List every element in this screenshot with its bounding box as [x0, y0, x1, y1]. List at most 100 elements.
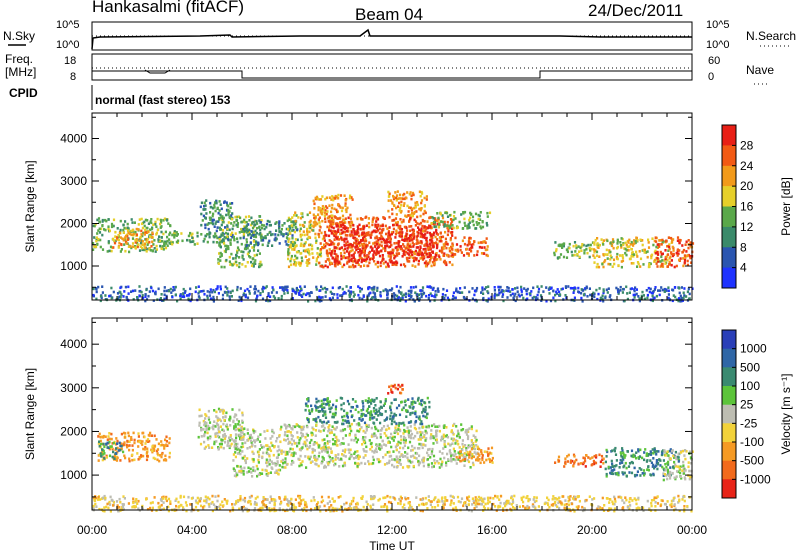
velocity-cell: [257, 461, 260, 464]
power-region: [387, 190, 428, 218]
power-cell: [261, 287, 264, 291]
power-cell: [342, 248, 345, 252]
power-cell: [343, 237, 346, 241]
velocity-cell: [217, 407, 221, 411]
power-cell: [340, 220, 343, 224]
power-cell: [356, 217, 359, 221]
power-cell: [376, 229, 379, 232]
power-cell: [632, 255, 635, 258]
power-cell: [250, 230, 253, 233]
power-cell: [236, 285, 239, 289]
power-cell: [518, 294, 521, 298]
power-cell: [461, 291, 464, 294]
power-cell: [242, 234, 245, 238]
power-cell: [282, 234, 285, 238]
power-cell: [149, 220, 152, 224]
power-cell: [379, 224, 383, 228]
power-cell: [312, 199, 315, 203]
velocity-cell: [208, 421, 212, 424]
power-cell: [292, 220, 295, 223]
velocity-cell: [432, 442, 435, 445]
velocity-cell: [343, 450, 346, 454]
power-cell: [318, 216, 321, 219]
velocity-cell: [165, 440, 168, 443]
power-cell: [593, 292, 596, 296]
velocity-cell: [108, 432, 111, 435]
power-cell: [686, 290, 689, 294]
velocity-cell: [471, 455, 474, 458]
power-cell: [155, 244, 158, 248]
power-cell: [610, 256, 613, 259]
velocity-cell: [355, 455, 358, 459]
power-cell: [163, 297, 166, 301]
power-cell: [488, 211, 492, 215]
power-cell: [302, 230, 305, 233]
power-cell: [349, 234, 352, 238]
power-cell: [401, 255, 404, 258]
power-cell: [214, 201, 217, 204]
power-cell: [481, 220, 484, 223]
power-cell: [140, 222, 144, 226]
velocity-cell: [279, 440, 282, 444]
power-cell: [400, 197, 403, 200]
velocity-cell: [226, 428, 229, 431]
power-cell: [367, 255, 370, 259]
power-cell: [412, 245, 415, 248]
power-cell: [160, 236, 163, 239]
power-cell: [302, 249, 305, 253]
power-cell: [435, 252, 438, 255]
power-cell: [668, 243, 671, 246]
power-cell: [331, 214, 334, 218]
power-cell: [218, 200, 221, 203]
power-cell: [636, 239, 639, 242]
velocity-cell: [324, 416, 328, 419]
power-cell: [425, 198, 428, 201]
velocity-cell: [232, 420, 235, 424]
noise-right-bottom-tick: 10^0: [706, 39, 730, 51]
power-cell: [316, 247, 319, 250]
velocity-cell: [362, 405, 365, 408]
power-cell: [396, 190, 399, 193]
velocity-cell: [144, 442, 147, 445]
velocity-cell: [270, 466, 273, 469]
power-cell: [577, 245, 580, 248]
power-cell: [335, 222, 339, 225]
velocity-cell: [159, 444, 162, 447]
power-cell: [462, 295, 465, 299]
velocity-cell: [365, 428, 368, 432]
power-cell: [471, 215, 475, 219]
power-cell: [568, 242, 571, 246]
power-cell: [659, 260, 662, 263]
velocity-cell: [212, 427, 215, 431]
velocity-cell: [207, 418, 211, 421]
power-cell: [229, 291, 232, 295]
power-cell: [253, 292, 256, 295]
power-cell: [486, 248, 489, 251]
power-cell: [584, 287, 587, 290]
power-cell: [602, 299, 605, 303]
power-cell: [131, 242, 135, 245]
velocity-cell: [391, 458, 394, 461]
velocity-cell: [467, 460, 471, 464]
velocity-cell: [472, 445, 476, 448]
power-cell: [336, 296, 339, 299]
power-cell: [295, 286, 298, 290]
power-cell: [412, 259, 415, 263]
power-cell: [473, 293, 476, 297]
power-cell: [586, 251, 589, 255]
power-cell: [350, 299, 353, 303]
velocity-cell: [99, 435, 102, 439]
power-cell: [376, 289, 379, 292]
power-cell: [242, 258, 245, 261]
power-cell: [237, 215, 240, 218]
velocity-cell: [108, 454, 112, 458]
power-cell: [321, 237, 324, 241]
power-cell: [620, 237, 623, 240]
velocity-cell: [436, 460, 439, 463]
power-cell: [395, 199, 398, 202]
velocity-cell: [131, 453, 134, 457]
power-cell: [460, 251, 463, 254]
velocity-cell: [113, 455, 116, 458]
power-cell: [402, 220, 405, 223]
power-cell: [155, 233, 158, 236]
